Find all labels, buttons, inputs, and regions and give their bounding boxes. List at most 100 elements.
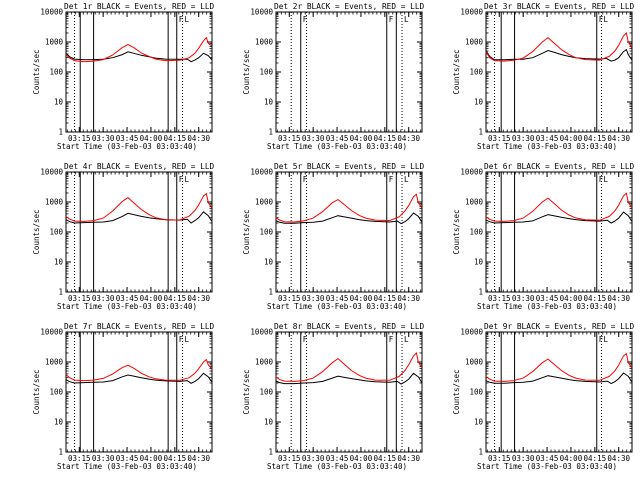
x-tick-label: 03:15 [488, 294, 511, 303]
panel-title: Det 6r BLACK = Events, RED = LLD [484, 162, 635, 171]
x-tick-label: 04:30 [607, 454, 630, 463]
events-series-line [485, 372, 633, 385]
lld-series-line [275, 193, 423, 223]
x-tick-label: 03:15 [488, 134, 511, 143]
y-tick-label: 1 [268, 448, 273, 457]
x-tick-label: 03:15 [278, 294, 301, 303]
marker-flag: F [179, 15, 184, 24]
x-tick-label: 03:45 [116, 134, 139, 143]
x-tick-label: 04:00 [350, 454, 373, 463]
y-axis-label: Counts/sec [32, 49, 41, 94]
events-series-line [275, 212, 423, 225]
lld-series-line [65, 36, 212, 63]
x-tick-label: 03:30 [92, 294, 115, 303]
panel-title: Det 9r BLACK = Events, RED = LLD [484, 322, 635, 331]
panel-det-4: Det 4r BLACK = Events, RED = LLD 1 10 100 10… [32, 162, 215, 311]
y-tick-label: 10 [264, 98, 274, 107]
x-axis-label: Start Time (03-Feb-03 03:03:40) [267, 462, 407, 471]
y-tick-label: 10 [264, 418, 274, 427]
x-tick-label: 03:15 [278, 134, 301, 143]
panel-title: Det 5r BLACK = Events, RED = LLD [274, 162, 425, 171]
y-tick-label: 1 [58, 288, 63, 297]
marker-flag: F [389, 335, 394, 344]
x-tick-label: 04:15 [374, 294, 397, 303]
x-tick-label: 03:45 [116, 454, 139, 463]
y-tick-label: 1000 [255, 198, 274, 207]
x-tick-label: 04:30 [397, 294, 420, 303]
y-tick-label: 10000 [250, 168, 273, 177]
y-axis-label: Counts/sec [452, 369, 461, 414]
lld-series-line [65, 192, 213, 222]
x-tick-label: 04:30 [187, 454, 210, 463]
x-tick-label: 03:15 [68, 134, 91, 143]
y-tick-label: 1 [268, 128, 273, 137]
y-tick-label: 100 [259, 388, 273, 397]
y-tick-label: 1 [268, 288, 273, 297]
x-tick-label: 03:30 [302, 294, 325, 303]
x-tick-label: 04:15 [374, 454, 397, 463]
y-tick-label: 1000 [465, 198, 484, 207]
y-tick-label: 1000 [255, 358, 274, 367]
y-tick-label: 10000 [460, 168, 483, 177]
marker-flag: F [303, 175, 308, 184]
marker-flag: F [599, 15, 604, 24]
y-tick-label: 10 [474, 258, 484, 267]
panel-det-5: Det 5r BLACK = Events, RED = LLD 1 10 100 10… [242, 162, 425, 311]
y-axis-label: Counts/sec [242, 49, 251, 94]
x-tick-label: 03:45 [536, 134, 559, 143]
x-tick-label: 04:15 [164, 454, 187, 463]
y-tick-label: 10 [474, 418, 484, 427]
marker-flag: L [404, 175, 409, 184]
y-tick-label: 10000 [460, 8, 483, 17]
marker-flag: F [389, 15, 394, 24]
y-tick-label: 1 [478, 128, 483, 137]
x-axis-label: Start Time (03-Feb-03 03:03:40) [57, 302, 197, 311]
events-series-line [65, 372, 213, 384]
marker-flag: L [184, 335, 189, 344]
marker-flag: L [184, 175, 189, 184]
events-series-line [65, 51, 212, 63]
marker-flag: F [303, 335, 308, 344]
marker-flag: F [303, 15, 308, 24]
x-tick-label: 04:15 [164, 134, 187, 143]
y-tick-label: 10 [54, 258, 64, 267]
x-tick-label: 03:30 [512, 454, 535, 463]
x-tick-label: 04:00 [560, 454, 583, 463]
x-axis-label: Start Time (03-Feb-03 03:03:40) [477, 462, 617, 471]
x-tick-label: 04:30 [397, 454, 420, 463]
y-tick-label: 10 [264, 258, 274, 267]
x-tick-label: 04:00 [560, 294, 583, 303]
panel-det-6: Det 6r BLACK = Events, RED = LLD 1 10 100 10… [452, 162, 635, 311]
x-tick-label: 04:00 [140, 134, 163, 143]
marker-flag: F [179, 175, 184, 184]
panel-det-9: Det 9r BLACK = Events, RED = LLD 1 10 100 10… [452, 322, 635, 471]
marker-flag: L [404, 15, 409, 24]
x-tick-label: 03:45 [536, 294, 559, 303]
y-tick-label: 100 [259, 228, 273, 237]
x-tick-label: 04:15 [164, 294, 187, 303]
x-tick-label: 03:15 [488, 454, 511, 463]
events-series-line [275, 372, 423, 385]
y-axis-label: Counts/sec [242, 209, 251, 254]
panel-det-7: Det 7r BLACK = Events, RED = LLD 1 10 100 10… [32, 322, 215, 471]
marker-flag: L [404, 335, 409, 344]
y-tick-label: 1 [58, 448, 63, 457]
y-tick-label: 10000 [40, 168, 63, 177]
x-tick-label: 03:45 [326, 134, 349, 143]
panel-title: Det 7r BLACK = Events, RED = LLD [64, 322, 215, 331]
marker-flag: L [604, 175, 609, 184]
y-tick-label: 1000 [465, 38, 484, 47]
panel-det-8: Det 8r BLACK = Events, RED = LLD 1 10 100 10… [242, 322, 425, 471]
panel-title: Det 4r BLACK = Events, RED = LLD [64, 162, 215, 171]
x-tick-label: 04:00 [350, 134, 373, 143]
x-tick-label: 04:00 [140, 454, 163, 463]
panel-title: Det 3r BLACK = Events, RED = LLD [484, 2, 635, 11]
y-tick-label: 1000 [45, 198, 64, 207]
x-axis-label: Start Time (03-Feb-03 03:03:40) [267, 142, 407, 151]
y-axis-label: Counts/sec [452, 49, 461, 94]
panel-title: Det 1r BLACK = Events, RED = LLD [64, 2, 215, 11]
x-tick-label: 04:15 [584, 134, 607, 143]
marker-flag: L [604, 15, 609, 24]
x-axis-label: Start Time (03-Feb-03 03:03:40) [57, 462, 197, 471]
